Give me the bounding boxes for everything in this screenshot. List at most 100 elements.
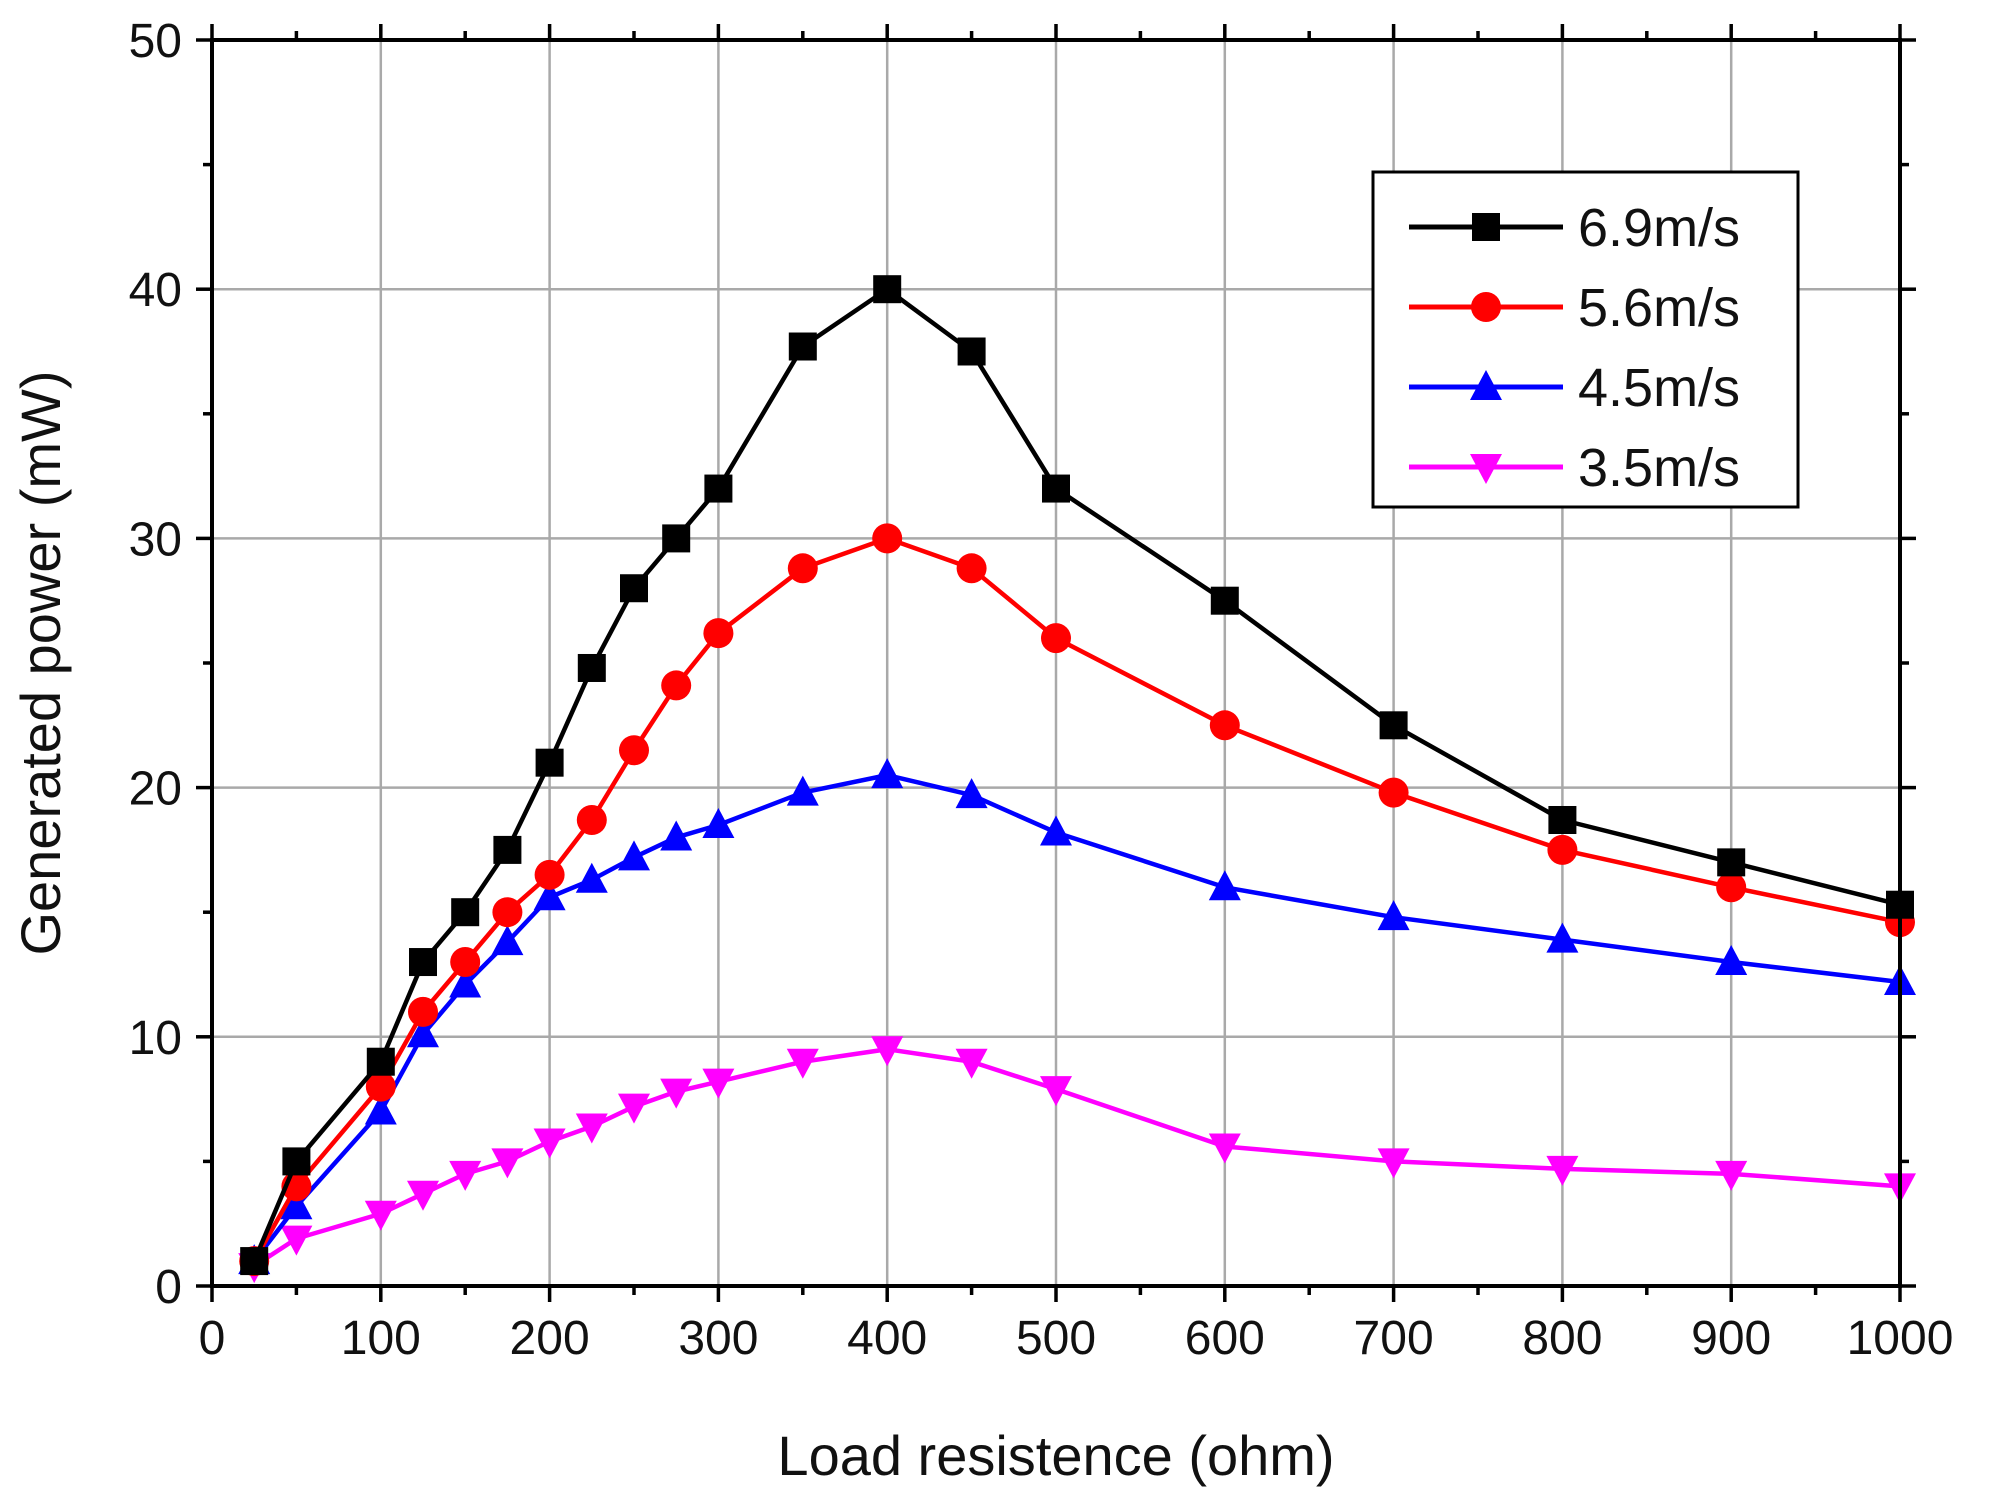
data-point-3-5m-s [786, 1048, 819, 1079]
legend-marker [1472, 213, 1500, 241]
data-point-6-9m-s [577, 653, 606, 682]
data-point-3-5m-s [1377, 1148, 1410, 1179]
data-point-5-6m-s [661, 670, 692, 701]
data-point-6-9m-s [788, 332, 817, 361]
x-tick-label: 1000 [1847, 1312, 1954, 1365]
data-point-5-6m-s [1378, 777, 1409, 808]
data-point-5-6m-s [408, 996, 438, 1027]
data-point-6-9m-s [957, 337, 986, 366]
data-point-5-6m-s [1547, 834, 1578, 865]
series-5-6m-s [239, 523, 1915, 1277]
legend-entry-6-9m-s: 6.9m/s [1409, 198, 1740, 258]
data-point-6-9m-s [1042, 474, 1070, 503]
data-point-6-9m-s [1548, 805, 1577, 834]
data-point-4-5m-s [533, 880, 566, 911]
data-point-3-5m-s [407, 1180, 439, 1211]
data-point-4-5m-s [1040, 815, 1072, 846]
x-tick-label: 600 [1185, 1312, 1265, 1365]
x-tick-label: 400 [847, 1312, 927, 1365]
data-point-3-5m-s [280, 1225, 313, 1256]
data-point-4-5m-s [1377, 900, 1410, 931]
legend-entry-3-5m-s: 3.5m/s [1409, 438, 1740, 498]
legend-marker [1471, 292, 1501, 322]
data-point-3-5m-s [955, 1048, 988, 1079]
y-tick-label: 20 [129, 763, 182, 816]
legend-label: 3.5m/s [1578, 438, 1740, 498]
legend: 6.9m/s 5.6m/s 4.5m/s 3.5m/s [1371, 170, 1800, 509]
data-point-6-9m-s [282, 1147, 311, 1176]
data-point-4-5m-s [618, 840, 650, 871]
y-tick-label: 10 [129, 1012, 182, 1065]
legend-label: 4.5m/s [1578, 358, 1740, 418]
x-axis-title: Load resistence (ohm) [777, 1424, 1334, 1487]
data-point-4-5m-s [1715, 945, 1748, 976]
data-point-5-6m-s [365, 1071, 396, 1102]
legend-marker [1470, 454, 1502, 484]
data-point-3-5m-s [1208, 1133, 1241, 1164]
data-point-4-5m-s [702, 807, 735, 838]
data-point-4-5m-s [1208, 870, 1241, 901]
y-tick-label: 40 [129, 264, 182, 317]
data-point-6-9m-s [704, 474, 733, 503]
data-point-4-5m-s [364, 1094, 397, 1125]
data-point-4-5m-s [786, 775, 819, 806]
data-point-6-9m-s [366, 1047, 395, 1076]
data-point-4-5m-s [1546, 922, 1579, 953]
data-point-5-6m-s [619, 735, 649, 766]
data-point-3-5m-s [1040, 1076, 1072, 1107]
data-point-3-5m-s [449, 1160, 482, 1191]
data-point-3-5m-s [1546, 1155, 1579, 1186]
x-tick-label: 100 [341, 1312, 421, 1365]
x-tick-label: 800 [1522, 1312, 1602, 1365]
y-axis-tick-labels: 0 10 20 30 40 50 [129, 15, 182, 1314]
data-point-6-9m-s [451, 898, 480, 927]
data-point-3-5m-s [702, 1068, 735, 1099]
data-point-3-5m-s [491, 1148, 524, 1179]
data-point-6-9m-s [535, 748, 564, 777]
axis-ticks [196, 24, 1916, 1302]
series-3-5m-s [238, 1036, 1916, 1284]
data-point-3-5m-s [1715, 1160, 1748, 1191]
data-point-3-5m-s [575, 1113, 608, 1144]
data-point-5-6m-s [1716, 872, 1747, 903]
data-point-5-6m-s [534, 859, 565, 890]
data-point-5-6m-s [787, 553, 818, 584]
data-point-4-5m-s [871, 758, 904, 789]
x-axis-tick-labels: 0 100 200 300 400 500 600 700 800 900 1000 [199, 1312, 1954, 1365]
data-point-6-9m-s [873, 275, 902, 304]
data-point-3-5m-s [533, 1128, 566, 1159]
data-point-5-6m-s [576, 804, 607, 835]
data-point-5-6m-s [956, 553, 987, 584]
data-point-6-9m-s [1210, 586, 1239, 615]
data-point-4-5m-s [449, 967, 482, 998]
legend-entry-4-5m-s: 4.5m/s [1409, 358, 1740, 418]
data-point-6-9m-s [409, 948, 437, 977]
x-tick-label: 700 [1354, 1312, 1434, 1365]
data-point-3-5m-s [618, 1093, 650, 1124]
data-point-4-5m-s [955, 778, 988, 809]
data-point-3-5m-s [364, 1200, 397, 1231]
data-point-5-6m-s [1209, 710, 1240, 741]
data-point-6-9m-s [493, 835, 522, 864]
series-4-5m-s [238, 758, 1916, 1275]
data-point-5-6m-s [492, 897, 523, 928]
data-point-4-5m-s [660, 820, 693, 851]
x-tick-label: 200 [510, 1312, 590, 1365]
data-point-5-6m-s [1041, 623, 1071, 654]
data-point-6-9m-s [620, 574, 648, 603]
x-tick-label: 0 [199, 1312, 226, 1365]
legend-marker [1470, 370, 1502, 400]
legend-label: 5.6m/s [1578, 278, 1740, 338]
legend-label: 6.9m/s [1578, 198, 1740, 258]
data-point-4-5m-s [491, 925, 524, 956]
data-point-4-5m-s [280, 1189, 313, 1220]
data-point-6-9m-s [1379, 711, 1408, 740]
legend-entry-5-6m-s: 5.6m/s [1409, 278, 1740, 338]
data-point-3-5m-s [660, 1078, 693, 1109]
data-point-5-6m-s [450, 947, 481, 978]
y-tick-label: 50 [129, 15, 182, 68]
x-tick-label: 300 [678, 1312, 758, 1365]
y-axis-title: Generated power (mW) [9, 370, 72, 955]
y-tick-label: 0 [155, 1261, 182, 1314]
